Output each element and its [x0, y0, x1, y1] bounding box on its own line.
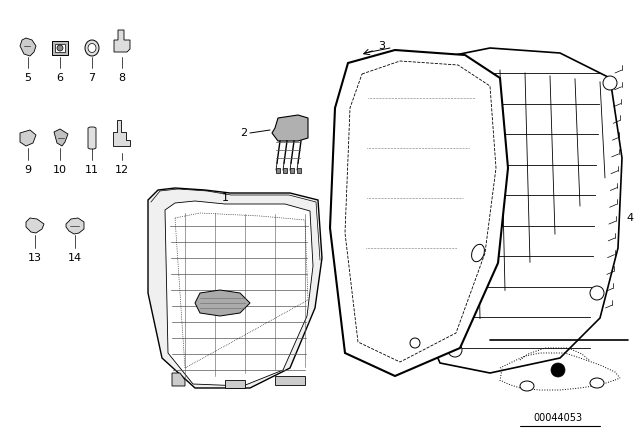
Text: 9: 9 — [24, 165, 31, 175]
Polygon shape — [26, 218, 44, 233]
Text: 14: 14 — [68, 253, 82, 263]
Bar — [297, 168, 301, 173]
Ellipse shape — [590, 378, 604, 388]
Polygon shape — [20, 38, 36, 56]
Circle shape — [551, 363, 565, 377]
Polygon shape — [54, 129, 68, 146]
Bar — [283, 168, 287, 173]
Polygon shape — [272, 115, 308, 141]
Polygon shape — [172, 373, 185, 386]
Circle shape — [448, 343, 462, 357]
Polygon shape — [88, 127, 96, 149]
Text: 4: 4 — [627, 213, 634, 223]
Polygon shape — [405, 48, 622, 373]
Polygon shape — [195, 290, 250, 316]
Text: 3: 3 — [378, 41, 385, 51]
Bar — [290, 168, 294, 173]
Ellipse shape — [520, 381, 534, 391]
Polygon shape — [66, 218, 84, 234]
Circle shape — [410, 338, 420, 348]
Ellipse shape — [88, 43, 96, 52]
Text: 2: 2 — [241, 128, 248, 138]
Bar — [276, 168, 280, 173]
Polygon shape — [114, 30, 130, 52]
Circle shape — [57, 45, 63, 51]
Polygon shape — [148, 188, 322, 388]
Text: 7: 7 — [88, 73, 95, 83]
Text: 1: 1 — [221, 193, 228, 203]
Circle shape — [590, 286, 604, 300]
Text: 13: 13 — [28, 253, 42, 263]
Polygon shape — [113, 120, 130, 146]
Ellipse shape — [472, 244, 484, 262]
Circle shape — [603, 76, 617, 90]
Polygon shape — [20, 130, 36, 146]
Text: 00044053: 00044053 — [533, 413, 582, 423]
Circle shape — [442, 65, 458, 81]
Bar — [55, 44, 65, 52]
Bar — [52, 41, 68, 55]
Text: 5: 5 — [24, 73, 31, 83]
Text: 12: 12 — [115, 165, 129, 175]
Polygon shape — [165, 201, 313, 386]
Text: 11: 11 — [85, 165, 99, 175]
Polygon shape — [225, 380, 245, 388]
Polygon shape — [330, 50, 508, 376]
Text: 8: 8 — [118, 73, 125, 83]
Text: 6: 6 — [56, 73, 63, 83]
Ellipse shape — [85, 40, 99, 56]
Text: 10: 10 — [53, 165, 67, 175]
Polygon shape — [275, 376, 305, 385]
